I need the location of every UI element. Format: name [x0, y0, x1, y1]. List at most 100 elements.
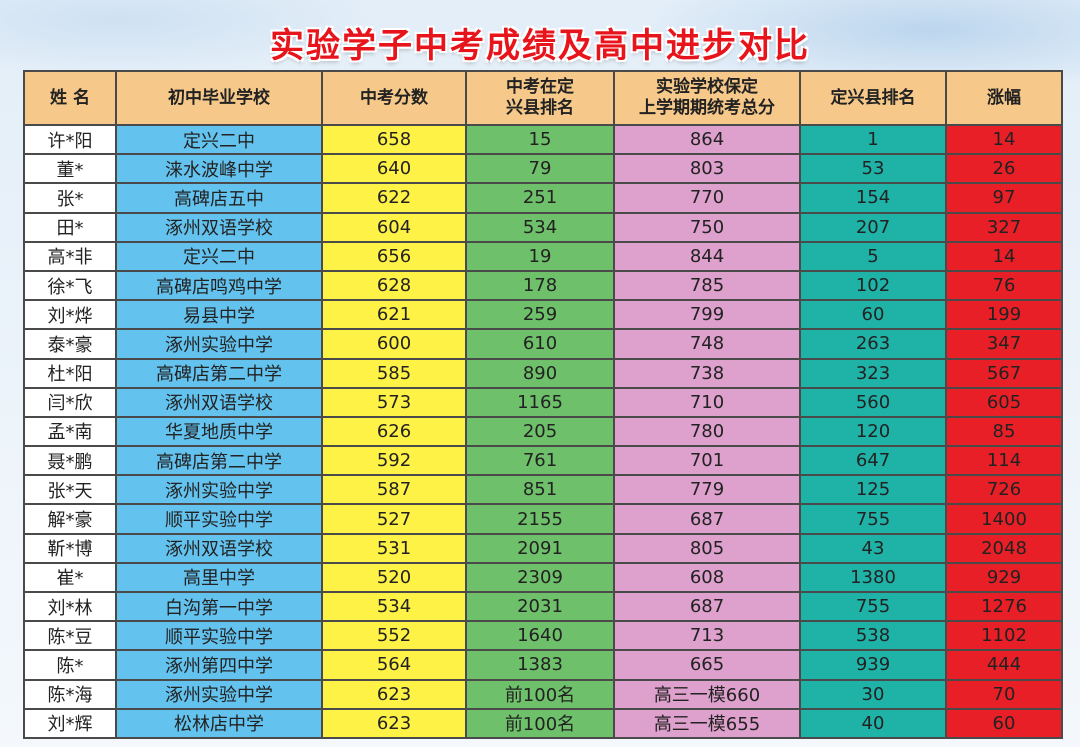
header-total: 实验学校保定 上学期期统考总分 [613, 70, 801, 126]
cell-school: 定兴二中 [115, 123, 323, 156]
cell-rank: 2031 [465, 590, 615, 623]
cell-rank: 2091 [465, 532, 615, 564]
cell-county-rank: 755 [799, 503, 947, 535]
cell-rank: 205 [465, 415, 615, 448]
cell-total: 701 [613, 445, 801, 477]
cell-county-rank: 125 [799, 474, 947, 506]
cell-name: 刘*辉 [23, 707, 117, 739]
cell-gain: 1400 [945, 503, 1063, 535]
header-name: 姓 名 [23, 70, 117, 126]
cell-total: 713 [613, 620, 801, 652]
cell-rank: 1640 [465, 620, 615, 652]
cell-total: 785 [613, 269, 801, 302]
cell-gain: 60 [945, 707, 1063, 739]
cell-rank: 890 [465, 357, 615, 389]
cell-county-rank: 120 [799, 415, 947, 448]
cell-total: 高三一模655 [613, 707, 801, 739]
cell-school: 高碑店五中 [115, 182, 323, 214]
table-row: 徐*飞 高碑店鸣鸡中学 628 178 785 102 76 [23, 269, 1063, 302]
cell-school: 涿州实验中学 [115, 328, 323, 360]
cell-county-rank: 263 [799, 328, 947, 360]
cell-rank: 79 [465, 153, 615, 185]
cell-name: 董* [23, 153, 117, 185]
table-row: 陈*海 涿州实验中学 623 前100名 高三一模660 30 70 [23, 678, 1063, 710]
results-table: 姓 名 初中毕业学校 中考分数 中考在定 兴县排名 实验学校保定 上学期期统考总… [23, 70, 1063, 739]
cell-county-rank: 5 [799, 240, 947, 272]
cell-total: 687 [613, 503, 801, 535]
table-row: 解*豪 顺平实验中学 527 2155 687 755 1400 [23, 503, 1063, 535]
cell-name: 刘*烨 [23, 299, 117, 331]
cell-score: 573 [321, 386, 467, 418]
cell-school: 顺平实验中学 [115, 503, 323, 535]
cell-score: 585 [321, 357, 467, 389]
cell-score: 604 [321, 211, 467, 243]
cell-total: 779 [613, 474, 801, 506]
header-county-rank: 定兴县排名 [799, 70, 947, 126]
cell-score: 534 [321, 590, 467, 623]
cell-county-rank: 939 [799, 649, 947, 681]
cell-total: 748 [613, 328, 801, 360]
table-row: 许*阳 定兴二中 658 15 864 1 14 [23, 123, 1063, 156]
cell-rank: 1383 [465, 649, 615, 681]
cell-rank: 前100名 [465, 707, 615, 739]
cell-name: 孟*南 [23, 415, 117, 448]
cell-name: 陈*海 [23, 678, 117, 710]
header-total-line2: 上学期期统考总分 [639, 98, 775, 118]
cell-gain: 97 [945, 182, 1063, 214]
cell-total: 770 [613, 182, 801, 214]
header-rank-line1: 中考在定 [506, 77, 574, 97]
cell-name: 田* [23, 211, 117, 243]
cell-total: 805 [613, 532, 801, 564]
cell-total: 844 [613, 240, 801, 272]
cell-name: 徐*飞 [23, 269, 117, 302]
table-row: 泰*豪 涿州实验中学 600 610 748 263 347 [23, 328, 1063, 360]
cell-county-rank: 154 [799, 182, 947, 214]
cell-gain: 327 [945, 211, 1063, 243]
cell-score: 592 [321, 445, 467, 477]
cell-county-rank: 43 [799, 532, 947, 564]
cell-school: 高碑店第二中学 [115, 357, 323, 389]
cell-rank: 178 [465, 269, 615, 302]
cell-gain: 1276 [945, 590, 1063, 623]
cell-name: 解*豪 [23, 503, 117, 535]
cell-gain: 2048 [945, 532, 1063, 564]
cell-score: 658 [321, 123, 467, 156]
cell-school: 松林店中学 [115, 707, 323, 739]
cell-school: 涞水波峰中学 [115, 153, 323, 185]
cell-name: 闫*欣 [23, 386, 117, 418]
cell-school: 白沟第一中学 [115, 590, 323, 623]
cell-gain: 444 [945, 649, 1063, 681]
cell-school: 涿州实验中学 [115, 474, 323, 506]
cell-gain: 85 [945, 415, 1063, 448]
cell-school: 涿州实验中学 [115, 678, 323, 710]
cell-score: 564 [321, 649, 467, 681]
table-row: 崔* 高里中学 520 2309 608 1380 929 [23, 561, 1063, 594]
table-row: 田* 涿州双语学校 604 534 750 207 327 [23, 211, 1063, 243]
cell-score: 640 [321, 153, 467, 185]
table-row: 聂*鹏 高碑店第二中学 592 761 701 647 114 [23, 445, 1063, 477]
cell-rank: 534 [465, 211, 615, 243]
table-row: 靳*博 涿州双语学校 531 2091 805 43 2048 [23, 532, 1063, 564]
cell-total: 864 [613, 123, 801, 156]
cell-rank: 2155 [465, 503, 615, 535]
cell-score: 628 [321, 269, 467, 302]
cell-total: 738 [613, 357, 801, 389]
cell-total: 608 [613, 561, 801, 594]
table-row: 刘*烨 易县中学 621 259 799 60 199 [23, 299, 1063, 331]
cell-rank: 851 [465, 474, 615, 506]
table-row: 张*天 涿州实验中学 587 851 779 125 726 [23, 474, 1063, 506]
cell-total: 687 [613, 590, 801, 623]
cell-gain: 76 [945, 269, 1063, 302]
cell-county-rank: 560 [799, 386, 947, 418]
header-school: 初中毕业学校 [115, 70, 323, 126]
cell-name: 聂*鹏 [23, 445, 117, 477]
cell-gain: 14 [945, 240, 1063, 272]
cell-school: 涿州双语学校 [115, 211, 323, 243]
cell-score: 520 [321, 561, 467, 594]
cell-gain: 929 [945, 561, 1063, 594]
table-row: 闫*欣 涿州双语学校 573 1165 710 560 605 [23, 386, 1063, 418]
cell-county-rank: 323 [799, 357, 947, 389]
cell-name: 刘*林 [23, 590, 117, 623]
cell-total: 750 [613, 211, 801, 243]
cell-school: 高碑店第二中学 [115, 445, 323, 477]
